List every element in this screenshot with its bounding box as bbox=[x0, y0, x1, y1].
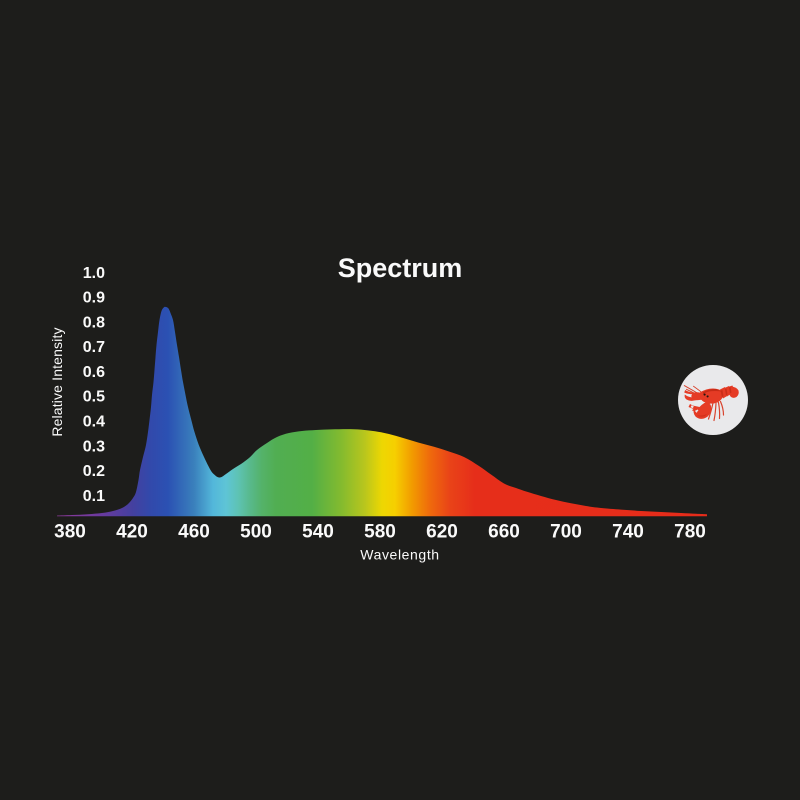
svg-text:0.9: 0.9 bbox=[83, 290, 105, 307]
svg-text:0.6: 0.6 bbox=[83, 364, 105, 381]
svg-text:Wavelength: Wavelength bbox=[360, 547, 439, 563]
svg-text:0.2: 0.2 bbox=[83, 463, 105, 480]
svg-text:380: 380 bbox=[54, 522, 86, 543]
svg-text:540: 540 bbox=[302, 522, 334, 543]
svg-text:500: 500 bbox=[240, 522, 272, 543]
svg-text:0.3: 0.3 bbox=[83, 438, 105, 455]
svg-text:700: 700 bbox=[550, 522, 582, 543]
svg-text:Spectrum: Spectrum bbox=[338, 253, 463, 283]
svg-text:740: 740 bbox=[612, 522, 644, 543]
svg-text:460: 460 bbox=[178, 522, 210, 543]
svg-text:660: 660 bbox=[488, 522, 520, 543]
svg-text:580: 580 bbox=[364, 522, 396, 543]
svg-text:620: 620 bbox=[426, 522, 458, 543]
svg-text:780: 780 bbox=[674, 522, 706, 543]
svg-text:0.8: 0.8 bbox=[83, 314, 105, 331]
svg-text:420: 420 bbox=[116, 522, 148, 543]
svg-text:0.7: 0.7 bbox=[83, 339, 105, 356]
svg-text:0.5: 0.5 bbox=[83, 389, 105, 406]
svg-text:1.0: 1.0 bbox=[83, 265, 105, 282]
svg-text:0.4: 0.4 bbox=[83, 414, 105, 431]
svg-text:0.1: 0.1 bbox=[83, 488, 105, 505]
svg-text:Relative Intensity: Relative Intensity bbox=[49, 327, 65, 436]
